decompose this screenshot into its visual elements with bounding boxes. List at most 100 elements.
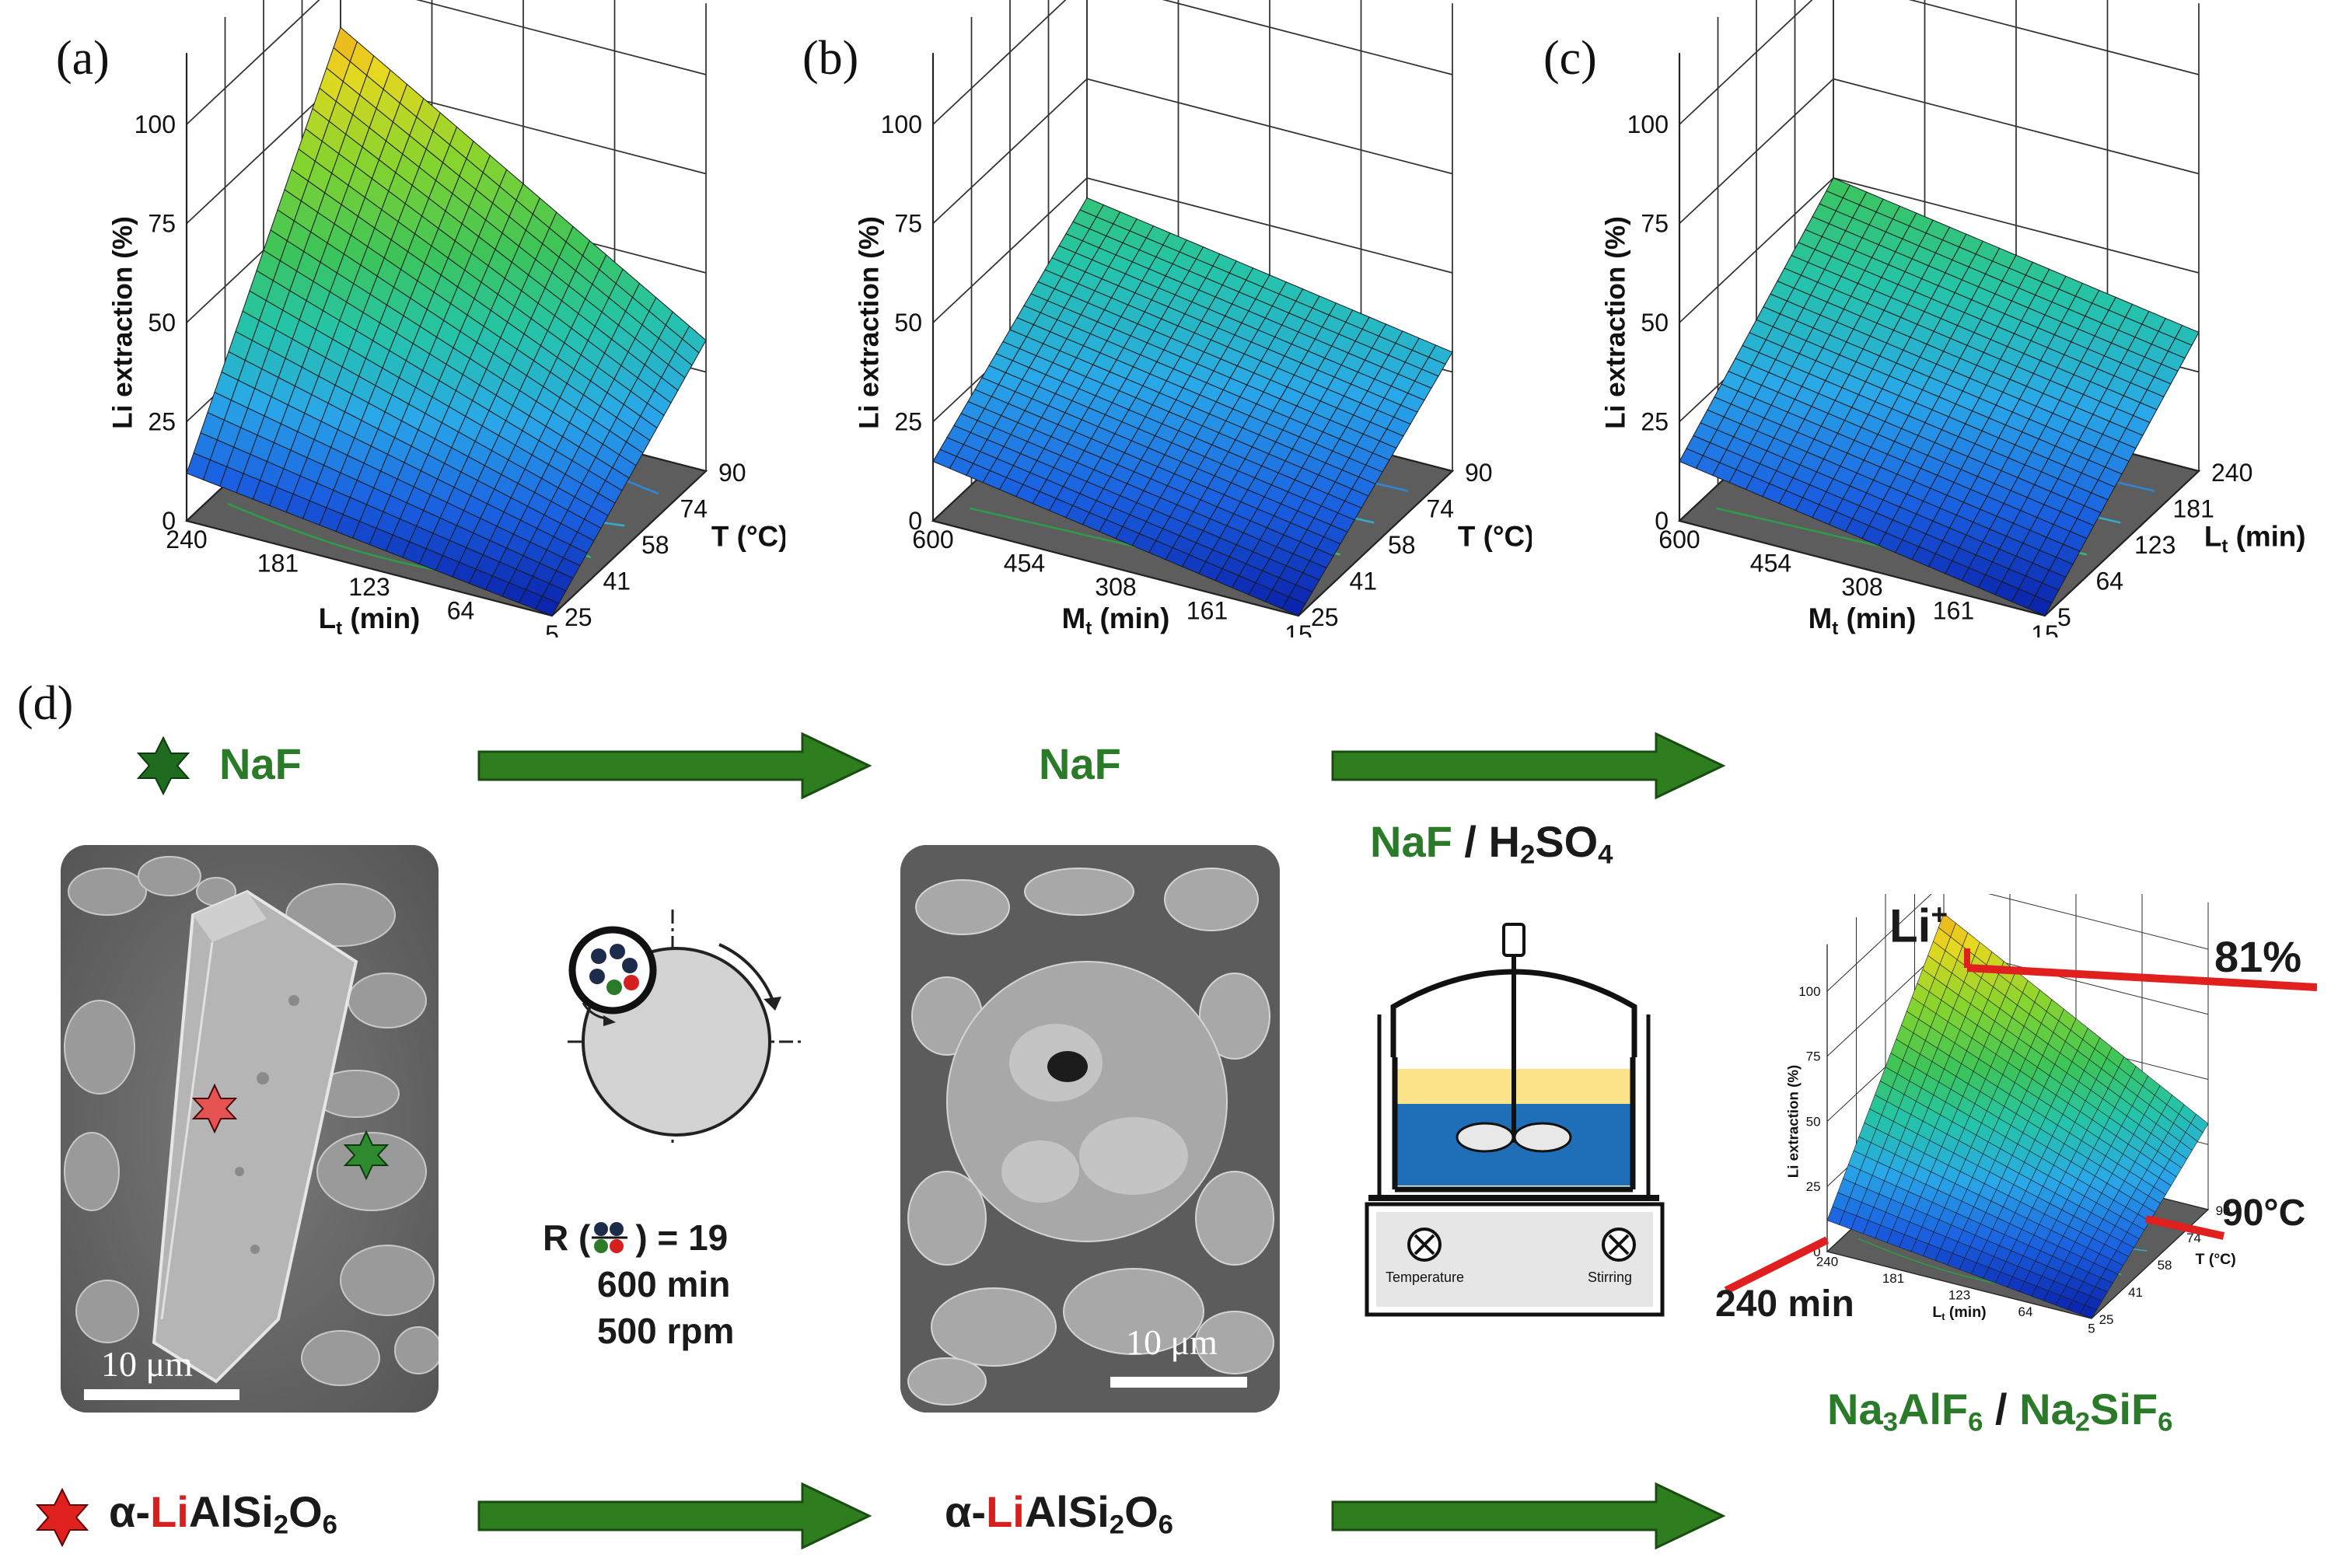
x-axis-label-subscript: t (336, 618, 342, 637)
x-tick-label: 181 (1882, 1271, 1904, 1286)
wall-gridline (415, 0, 707, 75)
surface-mesh (1679, 177, 2200, 616)
red-star-icon (35, 1487, 89, 1548)
y-axis-label: Lt (min) (2204, 521, 2306, 557)
mill-ratio-label: R () = 19 (543, 1217, 729, 1258)
y-tick-label: 74 (680, 494, 708, 522)
z-tick-label: 0 (162, 507, 176, 535)
x-tick-label: 161 (1933, 597, 1974, 625)
x-tick-label: 5 (2088, 1322, 2095, 1336)
surface-cell (2174, 324, 2200, 346)
x-tick-label: 64 (447, 597, 475, 625)
wall-gridline (1908, 0, 2200, 75)
naf-label: NaF (219, 739, 302, 788)
x-tick-label: 15 (1284, 620, 1312, 637)
z-tick-label: 75 (894, 210, 922, 238)
y-tick-label: 90 (718, 459, 746, 487)
scale-bar-label-1: 10 μm (101, 1344, 193, 1384)
wall-gridline (932, 0, 1067, 125)
z-tick-label: 100 (1627, 110, 1669, 138)
surface-cell (2190, 1113, 2209, 1133)
y-tick-label: 5 (2057, 603, 2071, 631)
z-tick-label: 25 (1806, 1179, 1821, 1194)
y-tick-label: 25 (2099, 1312, 2114, 1327)
wall-gridline (1086, 78, 1453, 175)
y-axis-label-subscript: t (2221, 536, 2228, 557)
z-tick-label: 50 (894, 309, 922, 337)
reactor-stirring-label: Stirring (1588, 1269, 1633, 1285)
arrow-naf-2 (1331, 732, 1726, 800)
x-tick-label: 15 (2031, 620, 2059, 637)
z-tick-label: 50 (1806, 1114, 1821, 1129)
x-tick-label: 5 (545, 620, 559, 637)
z-axis-label: Li extraction (%) (108, 216, 138, 429)
sem-image-milled-powder (900, 845, 1280, 1413)
x-axis-label-subscript: t (1832, 618, 1838, 637)
x-axis-label-subscript: t (1941, 1311, 1945, 1322)
y-tick-label: 74 (1427, 494, 1455, 522)
surface-chart-a: 0 25 50 75 100 Li extraction (%) 240 181 123 64 5 L… (108, 0, 785, 637)
acid-label: NaF / H2SO4 (1370, 817, 1613, 870)
z-tick-label: 75 (1641, 210, 1669, 238)
x-tick-label: 161 (1186, 597, 1228, 625)
y-tick-label: 123 (2134, 531, 2175, 559)
result-time-label: 240 min (1715, 1283, 1854, 1325)
x-tick-label: 454 (1004, 550, 1045, 578)
x-axis-label-unit: (min) (1945, 1304, 1987, 1321)
x-axis-label-unit: (min) (1838, 602, 1916, 634)
panel-label-c: (c) (1543, 32, 1597, 85)
x-axis-label: Mt (min) (1062, 602, 1170, 637)
y-tick-label: 181 (2173, 494, 2214, 522)
mill-time-label: 600 min (597, 1264, 731, 1304)
sem-image-spodumene-naf (61, 845, 439, 1413)
z-tick-label: 0 (908, 507, 922, 535)
wall-gridline (1162, 0, 1453, 75)
y-axis-label: T (°C) (2196, 1251, 2236, 1268)
green-star-icon (136, 735, 190, 796)
arrow-spodumene-2 (1331, 1482, 1726, 1550)
x-axis-label: Lt (min) (1932, 1304, 1986, 1322)
y-tick-label: 58 (641, 531, 669, 559)
ball-mill-diagram (568, 910, 801, 1143)
result-annotation-line (1724, 1236, 1830, 1294)
z-tick-label: 75 (1806, 1049, 1821, 1064)
li-ion-label: Li+ (1889, 898, 1948, 952)
z-tick-label: 50 (1641, 309, 1669, 337)
y-tick-label: 41 (603, 567, 631, 595)
y-tick-label: 240 (2211, 459, 2252, 487)
x-axis-label: Lt (min) (319, 602, 421, 637)
z-tick-label: 25 (148, 408, 176, 436)
wall-gridline (1679, 78, 1834, 225)
x-axis-label: Mt (min) (1809, 602, 1917, 637)
result-temp-label: 90°C (2222, 1193, 2306, 1234)
y-axis-label-unit: (min) (2228, 521, 2305, 553)
x-tick-label: 123 (348, 573, 390, 601)
x-tick-label: 123 (1948, 1288, 1970, 1303)
wall-gridline (1679, 0, 1813, 125)
x-axis-label-subscript: t (1085, 618, 1092, 637)
spodumene-mid-label: α-LiAlSi2O6 (945, 1487, 1173, 1540)
z-tick-label: 100 (1798, 984, 1820, 999)
z-axis-label: Li extraction (%) (854, 216, 885, 429)
result-annotation-line (1966, 964, 2317, 991)
wall-gridline (1086, 177, 1453, 274)
z-tick-label: 0 (1655, 507, 1669, 535)
wall-gridline (1988, 894, 2209, 950)
spodumene-label: α-LiAlSi2O6 (109, 1487, 337, 1540)
arrow-naf-1 (477, 732, 872, 800)
result-surface-chart: 0 25 50 75 100 Li extraction (%) 240 181 123 64 5 L… (1724, 894, 2317, 1336)
z-axis-label: Li extraction (%) (1785, 1065, 1802, 1178)
wall-gridline (186, 0, 320, 125)
green-star-marker-icon (343, 1130, 390, 1181)
z-tick-label: 75 (148, 210, 176, 238)
x-tick-label: 308 (1841, 573, 1882, 601)
surface-mesh (186, 26, 707, 616)
surface-mesh (1826, 913, 2209, 1319)
x-tick-label: 600 (912, 526, 953, 554)
x-tick-label: 600 (1658, 526, 1700, 554)
x-tick-label: 64 (2018, 1304, 2033, 1319)
z-tick-label: 25 (894, 408, 922, 436)
x-axis-label-unit: (min) (342, 602, 420, 634)
x-tick-label: 181 (257, 550, 299, 578)
y-axis-label: T (°C) (1458, 521, 1532, 553)
